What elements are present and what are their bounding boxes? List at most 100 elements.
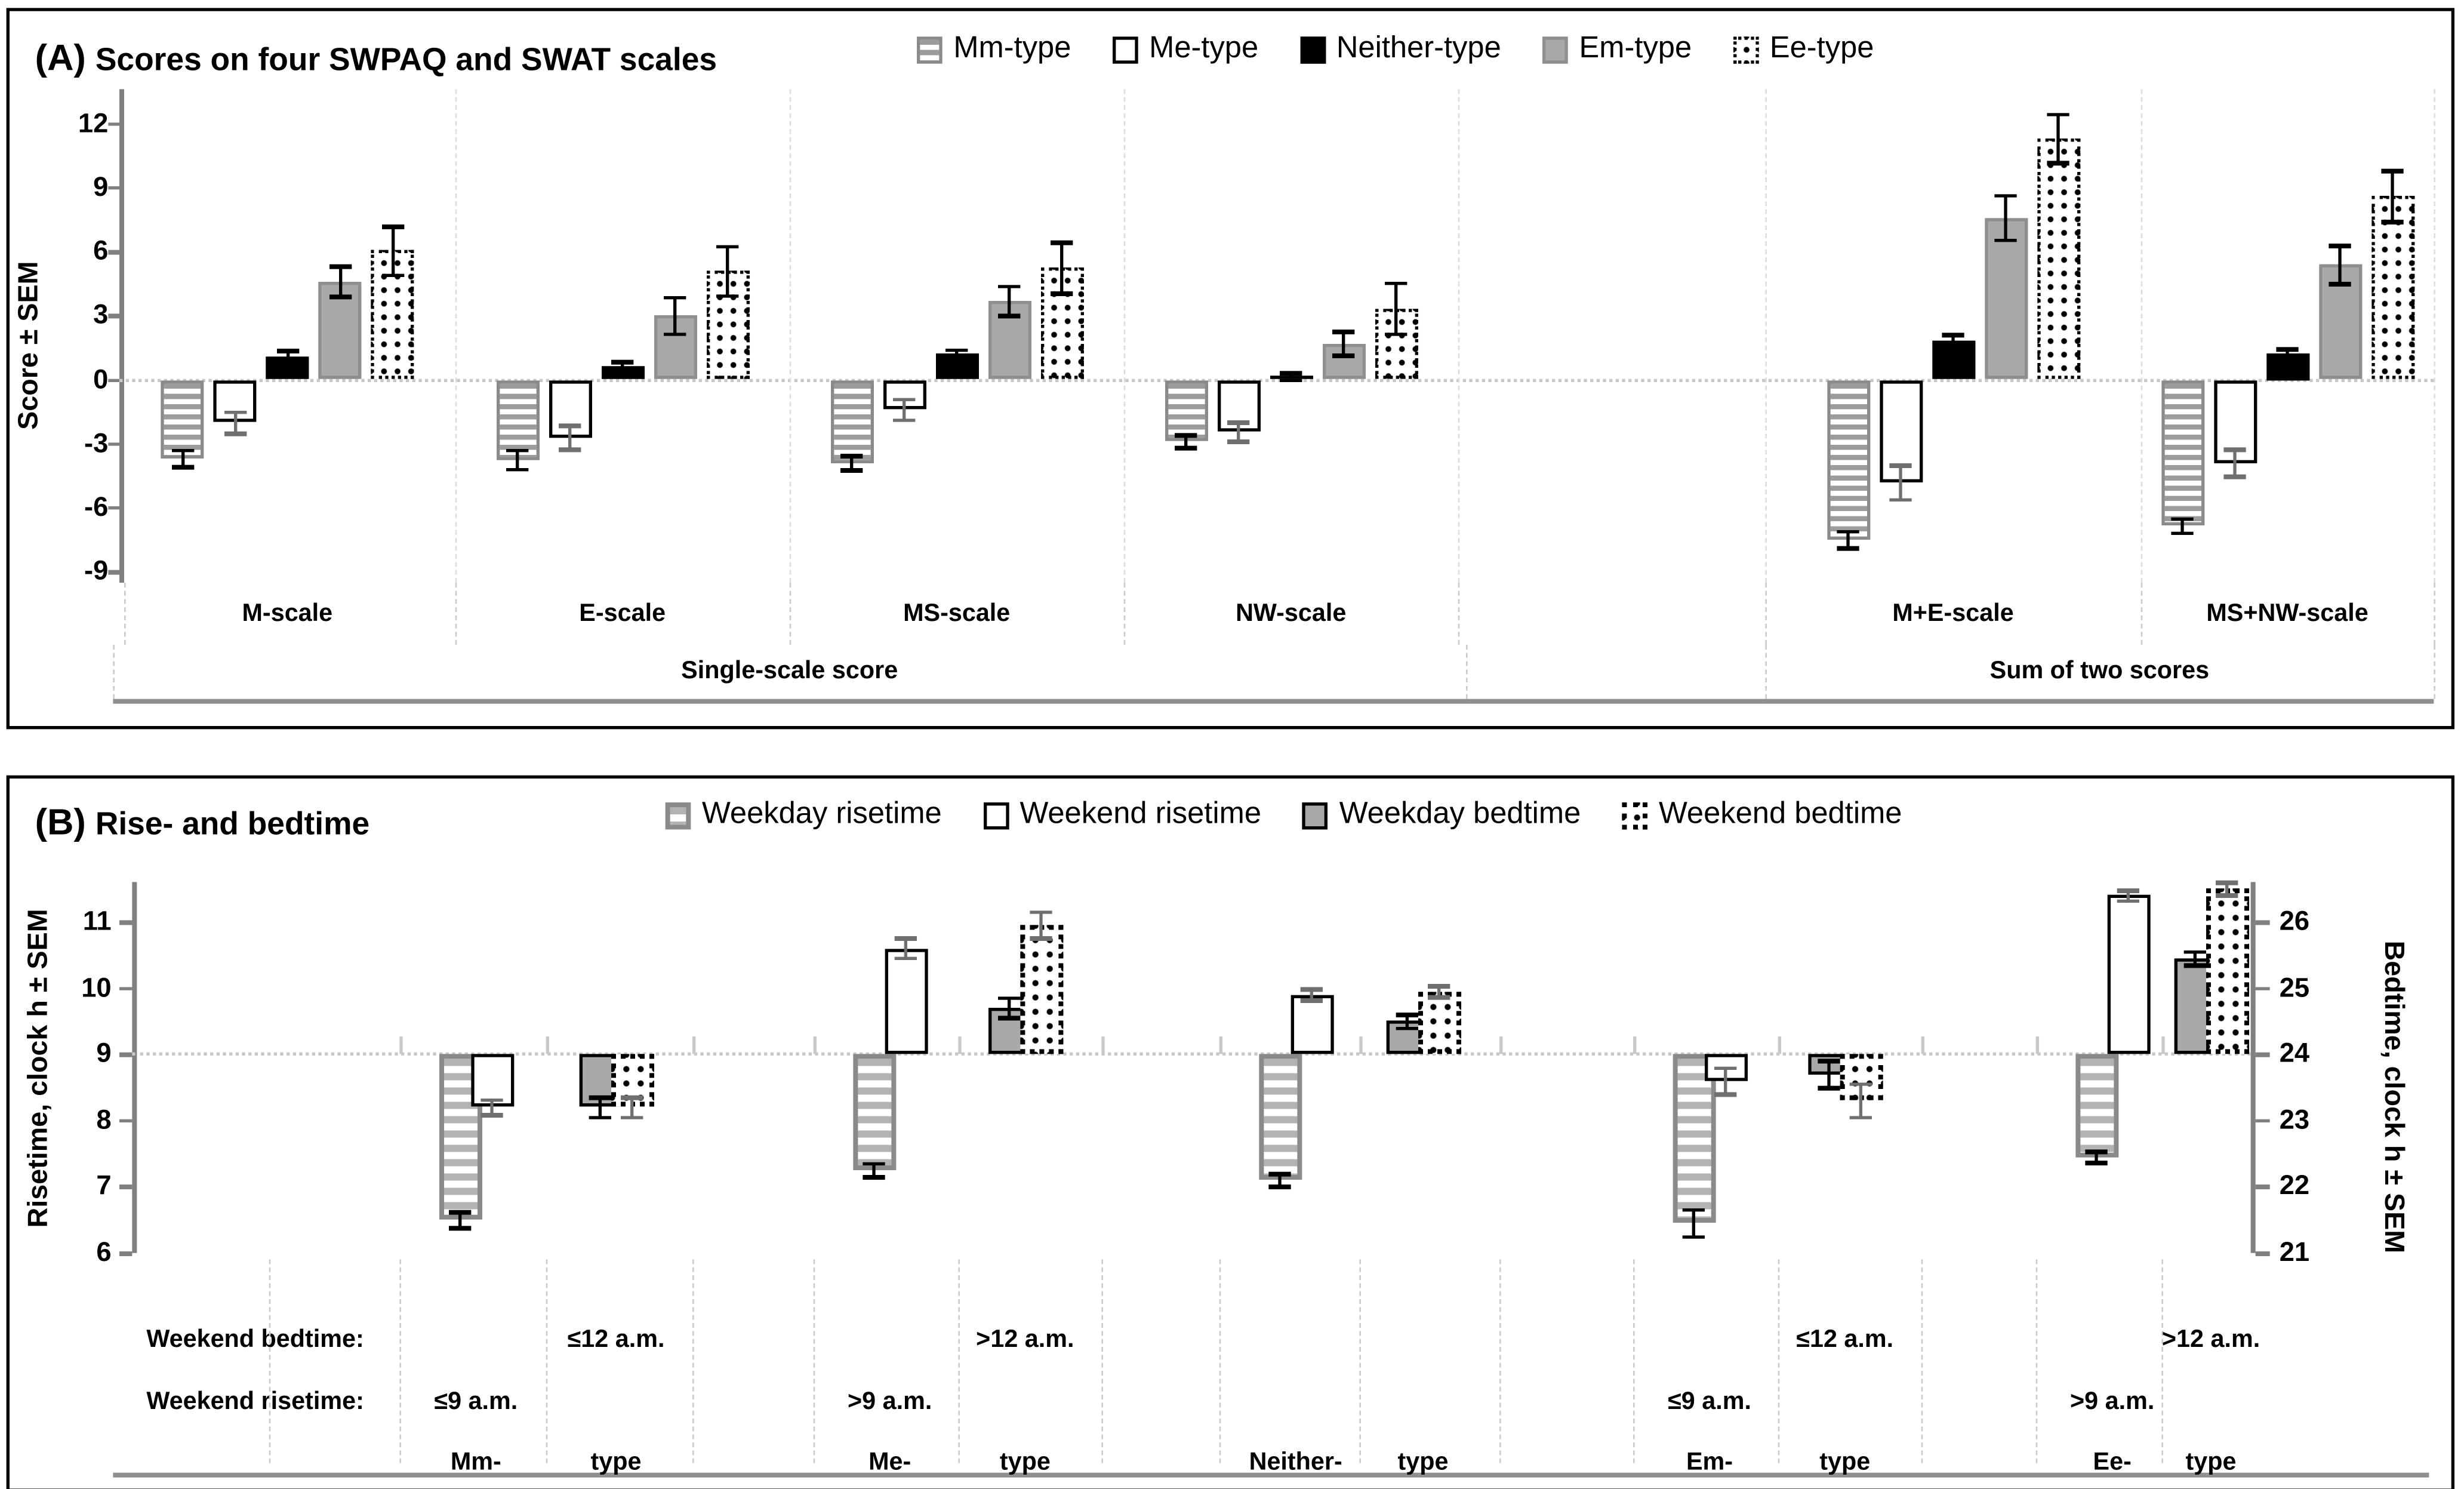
bar-Mm-type-MS+NW-scale xyxy=(2161,380,2204,526)
panel-a-title: (A) Scores on four SWPAQ and SWAT scales xyxy=(35,36,717,79)
legend-item-Weekend risetime: Weekend risetime xyxy=(983,798,1261,833)
legend-item-Weekday bedtime: Weekday bedtime xyxy=(1302,798,1581,833)
error-bar-Ee-type-cap-bottom xyxy=(2047,161,2069,166)
y-axis-tick xyxy=(108,250,120,254)
label-column-separator xyxy=(1101,1259,1104,1463)
error-bar-Mm-type-cap-top xyxy=(506,448,529,453)
error-bar-Ee-type-cap-top xyxy=(1385,281,1407,285)
error-bar-Weekend bedtime-cap-top xyxy=(1849,1082,1872,1087)
error-bar-Weekend risetime-cap-bottom xyxy=(1714,1092,1737,1097)
error-bar-Mm-type xyxy=(2180,518,2184,534)
bar-Weekend risetime-Neither-type xyxy=(1290,995,1333,1054)
type-label: Neither- xyxy=(1249,1448,1342,1476)
panel-b: (B) Rise- and bedtime Weekday risetime Wee… xyxy=(6,775,2455,1489)
baseline-tick-stub xyxy=(957,1036,961,1054)
error-bar-Weekday risetime-cap-bottom xyxy=(863,1175,885,1180)
error-bar-Me-type xyxy=(1899,464,1902,500)
error-bar-Mm-type-cap-bottom xyxy=(1175,446,1197,451)
error-bar-Ee-type-cap-top xyxy=(1051,240,1073,245)
bedtime-row-label: >12 a.m. xyxy=(2161,1326,2260,1353)
error-bar-Em-type xyxy=(1342,331,1345,355)
baseline-tick-stub xyxy=(692,1036,696,1054)
error-bar-Weekend bedtime xyxy=(2225,882,2229,896)
left-axis-tick xyxy=(119,1119,133,1123)
error-bar-Em-type xyxy=(2338,245,2342,284)
category-separator xyxy=(1765,89,1767,583)
right-axis-tick xyxy=(2255,1185,2270,1189)
right-axis-tick xyxy=(2255,1119,2270,1123)
legend-item-Neither-type: Neither-type xyxy=(1299,32,1501,67)
label-column-separator xyxy=(1633,1259,1635,1463)
error-bar-Weekend bedtime-cap-top xyxy=(1428,984,1450,989)
error-bar-Mm-type xyxy=(850,455,854,470)
error-bar-Mm-type xyxy=(516,450,519,470)
error-bar-Neither-type-cap-top xyxy=(1942,333,1964,337)
left-axis-tick xyxy=(119,920,133,925)
error-bar-Neither-type xyxy=(1289,373,1293,380)
error-bar-Ee-type-cap-bottom xyxy=(1385,332,1407,337)
category-separator xyxy=(2434,89,2436,583)
category-label-separator xyxy=(1458,583,1460,645)
panel-a: (A) Scores on four SWPAQ and SWAT scales … xyxy=(6,8,2455,730)
section-separator xyxy=(1765,645,1767,699)
error-bar-Mm-type-cap-bottom xyxy=(506,467,529,472)
error-bar-Mm-type-cap-top xyxy=(1175,433,1197,438)
category-separator xyxy=(1123,89,1126,583)
error-bar-Me-type xyxy=(2233,449,2237,477)
error-bar-Neither-type xyxy=(1951,334,1955,348)
type-suffix-label: type xyxy=(590,1448,642,1476)
error-bar-Weekend risetime xyxy=(1310,989,1314,1000)
error-bar-Ee-type xyxy=(1394,282,1398,334)
error-bar-Me-type-cap-bottom xyxy=(223,431,247,436)
label-column-separator xyxy=(1219,1259,1221,1463)
bar-Mm-type-E-scale xyxy=(495,380,539,460)
right-axis-tick-label: 25 xyxy=(2279,972,2310,1002)
left-axis-tick-label: 6 xyxy=(96,1237,112,1268)
type-label: Me- xyxy=(868,1448,911,1476)
error-bar-Me-type-cap-top xyxy=(223,410,247,414)
panel-a-title-text: Scores on four SWPAQ and SWAT scales xyxy=(95,43,717,78)
error-bar-Neither-type-cap-top xyxy=(276,349,299,353)
error-bar-Weekday risetime-cap-bottom xyxy=(2085,1161,2108,1165)
axis-bottom-line xyxy=(113,699,2434,704)
error-bar-Weekday bedtime-cap-bottom xyxy=(589,1115,612,1120)
error-bar-Neither-type-cap-top xyxy=(945,348,968,352)
legend-label: Weekend bedtime xyxy=(1658,798,1902,832)
error-bar-Me-type-cap-top xyxy=(893,397,916,402)
panel-b-bedtime-row-header: Weekend bedtime: xyxy=(146,1326,364,1353)
error-bar-Mm-type-cap-top xyxy=(171,448,194,453)
error-bar-Neither-type-cap-bottom xyxy=(1942,346,1964,350)
error-bar-Me-type xyxy=(568,425,572,450)
panel-a-legend: Mm-type Me-type Neither-type Em-type Ee-type xyxy=(917,32,1915,67)
error-bar-Neither-type xyxy=(2286,349,2289,358)
error-bar-Weekend risetime-cap-top xyxy=(1714,1066,1737,1070)
error-bar-Weekday bedtime-cap-top xyxy=(1396,1013,1419,1017)
legend-swatch-dotsB-icon xyxy=(1622,801,1648,829)
panel-b-plot: 11 10 9 8 7 6 26 25 24 23 22 21 ≤12 a.m. >12 a.m. ≤12 … xyxy=(10,779,2443,1481)
error-bar-Em-type-cap-bottom xyxy=(998,314,1021,318)
risetime-row-label: ≤9 a.m. xyxy=(1668,1388,1751,1416)
label-column-separator xyxy=(1359,1259,1362,1463)
error-bar-Weekday risetime-cap-top xyxy=(863,1162,885,1166)
left-axis-tick-label: 10 xyxy=(81,972,112,1002)
error-bar-Weekday bedtime-cap-top xyxy=(589,1096,612,1100)
bar-Ee-type-M+E-scale xyxy=(2037,139,2080,380)
y-axis-tick-label: 9 xyxy=(93,171,109,202)
error-bar-Weekday bedtime-cap-top xyxy=(1818,1059,1840,1063)
error-bar-Ee-type xyxy=(390,226,395,275)
error-bar-Weekend risetime-cap-bottom xyxy=(894,956,917,961)
y-axis-tick-label: 12 xyxy=(78,107,109,139)
error-bar-Mm-type-cap-bottom xyxy=(1837,546,1859,551)
error-bar-Em-type-cap-top xyxy=(998,284,1021,288)
error-bar-Weekend bedtime xyxy=(1039,912,1043,939)
y-axis-tick xyxy=(108,442,120,447)
right-axis-tick xyxy=(2255,1053,2270,1057)
error-bar-Weekday bedtime-cap-bottom xyxy=(2183,963,2207,968)
baseline-tick-stub xyxy=(399,1036,403,1054)
y-axis-tick xyxy=(108,314,120,318)
error-bar-Em-type xyxy=(2004,195,2007,240)
error-bar-Mm-type-cap-bottom xyxy=(840,469,863,473)
bar-Weekend bedtime-Neither-type xyxy=(1417,991,1461,1054)
category-label: M-scale xyxy=(242,600,333,627)
